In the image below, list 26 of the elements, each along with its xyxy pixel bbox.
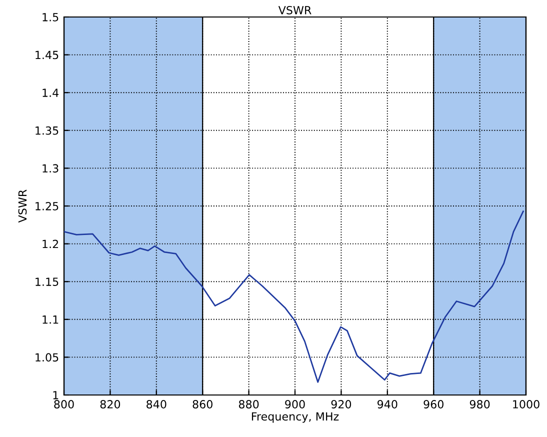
line-series — [64, 210, 524, 383]
y-tick-label: 1.25 — [36, 202, 58, 210]
x-tick-label: 880 — [238, 400, 259, 408]
y-tick-label: 1.05 — [36, 353, 58, 362]
y-tick-label: 1.15 — [36, 278, 58, 286]
y-tick-label: 1.3 — [42, 164, 58, 173]
y-tick-label: 1.35 — [36, 126, 58, 135]
y-tick-label: 1.2 — [42, 240, 58, 248]
x-tick-label: 960 — [424, 400, 444, 408]
x-tick-label: 920 — [331, 400, 352, 408]
x-tick-label: 800 — [54, 400, 74, 408]
y-tick-label: 1.1 — [42, 316, 58, 324]
y-tick-label: 1.45 — [36, 50, 58, 60]
x-tick-label: 840 — [146, 400, 166, 408]
x-tick-label: 1000 — [513, 400, 540, 408]
x-tick-label: 980 — [470, 400, 490, 408]
y-tick-label: 1 — [53, 391, 58, 400]
x-tick-label: 940 — [377, 400, 398, 408]
x-axis-title: Frequency, MHz — [252, 412, 339, 423]
x-tick-label: 820 — [100, 400, 120, 408]
y-axis-title: VSWR — [18, 190, 27, 223]
y-tick-label: 1.5 — [42, 13, 58, 22]
x-tick-label: 860 — [192, 400, 212, 408]
x-tick-label: 900 — [285, 400, 305, 408]
y-tick-label: 1.4 — [42, 88, 59, 97]
chart-title: VSWR — [278, 6, 312, 14]
